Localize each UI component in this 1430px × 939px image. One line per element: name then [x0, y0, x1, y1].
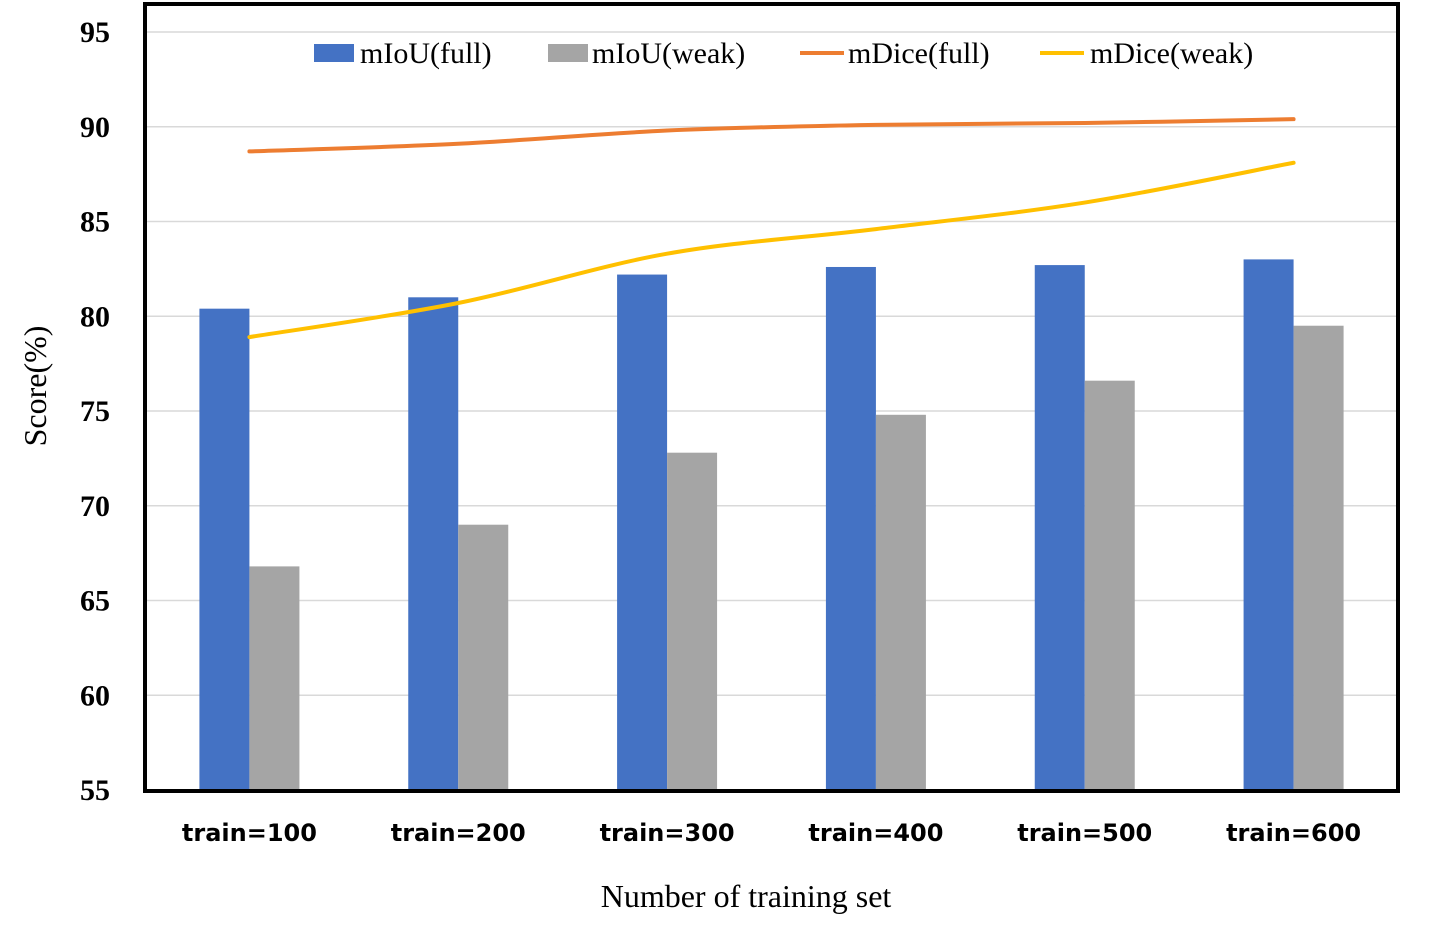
x-tick-label: train=600 [1226, 819, 1361, 847]
plot-frame [143, 2, 1400, 793]
legend-label: mDice(weak) [1090, 37, 1253, 70]
legend-swatch [548, 44, 588, 62]
y-tick-label: 55 [80, 774, 110, 807]
legend-label: mDice(full) [848, 37, 990, 70]
bar-miou-full [199, 308, 250, 790]
bar-miou-weak [249, 566, 300, 790]
bar-miou-full [1034, 265, 1085, 791]
legend-item: mDice(weak) [1040, 37, 1253, 70]
bar-miou-weak [667, 452, 718, 790]
x-tick-labels: train=100 train=200 train=300 train=400 trai… [182, 819, 1361, 847]
bar-miou-full [408, 297, 459, 790]
y-tick-label: 90 [80, 111, 110, 144]
bars [199, 259, 1344, 791]
x-tick-label: train=200 [391, 819, 526, 847]
y-tick-label: 70 [80, 490, 110, 523]
line-mdice-full [247, 117, 1296, 154]
y-tick-label: 80 [80, 300, 110, 333]
line-mdice-weak [247, 160, 1296, 340]
x-tick-label: train=300 [600, 819, 735, 847]
x-tick-label: train=100 [182, 819, 317, 847]
x-tick-label: train=400 [808, 819, 943, 847]
y-tick-label: 95 [80, 16, 110, 49]
legend-item: mIoU(weak) [548, 37, 745, 70]
x-tick-label: train=500 [1017, 819, 1152, 847]
lines [247, 117, 1296, 340]
bar-miou-full [1243, 259, 1294, 790]
y-tick-labels: 55 60 65 70 75 80 85 90 95 [80, 16, 110, 807]
bar-miou-weak [1293, 325, 1344, 790]
legend-item: mIoU(full) [314, 37, 492, 70]
bar-miou-weak [1084, 380, 1135, 790]
y-tick-label: 75 [80, 395, 110, 428]
legend-label: mIoU(full) [360, 37, 492, 70]
bar-miou-full [825, 266, 876, 791]
y-tick-label: 85 [80, 206, 110, 239]
legend-label: mIoU(weak) [592, 37, 745, 70]
x-axis-title: Number of training set [601, 878, 892, 914]
bar-miou-weak [458, 524, 509, 790]
bar-miou-weak [875, 414, 926, 790]
bar-miou-full [617, 274, 668, 790]
legend: mIoU(full) mIoU(weak) mDice(full) mDice(wea… [314, 37, 1253, 70]
gridlines [145, 31, 1398, 696]
legend-item: mDice(full) [800, 37, 990, 70]
y-tick-label: 65 [80, 585, 110, 618]
y-tick-label: 60 [80, 679, 110, 712]
legend-swatch [314, 44, 354, 62]
y-axis-title: Score(%) [17, 326, 53, 447]
